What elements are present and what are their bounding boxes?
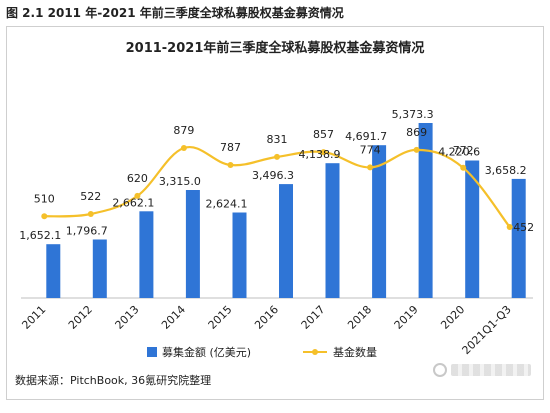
bar-2015 — [232, 212, 247, 298]
bar-2012 — [92, 239, 107, 298]
legend: 募集金额 (亿美元) 基金数量 — [147, 345, 377, 359]
x-tick-label-2019: 2019 — [392, 303, 421, 332]
bar-2018 — [372, 145, 387, 298]
wechat-icon — [433, 363, 447, 377]
bar-2020 — [465, 160, 480, 298]
source-note: 数据来源：PitchBook, 36氪研究院整理 — [15, 373, 211, 387]
bar-label-2012: 1,796.7 — [66, 225, 108, 238]
x-tick-label-2021Q1-Q3: 2021Q1-Q3 — [460, 303, 514, 357]
figure-caption: 图 2.1 2011 年-2021 年前三季度全球私募股权基金募资情况 — [6, 6, 344, 20]
chart-title: 2011-2021年前三季度全球私募股权基金募资情况 — [126, 40, 425, 56]
line-point-2020 — [460, 164, 467, 171]
legend-swatch-count-marker — [312, 349, 318, 355]
x-tick-label-2020: 2020 — [438, 303, 467, 332]
bar-2013 — [139, 211, 154, 298]
x-tick-label-2016: 2016 — [252, 303, 281, 332]
x-tick-label-2014: 2014 — [159, 303, 188, 332]
line-label-2019: 869 — [406, 126, 427, 139]
bar-label-2013: 2,662.1 — [112, 196, 154, 209]
x-tick-label-2011: 2011 — [19, 303, 48, 332]
line-point-2016 — [274, 153, 280, 160]
bar-label-2011: 1,652.1 — [19, 229, 61, 242]
line-point-2021Q1-Q3 — [506, 224, 513, 230]
line-label-2018: 774 — [360, 143, 381, 156]
line-point-2013 — [134, 192, 141, 199]
bar-label-2014: 3,315.0 — [159, 175, 201, 188]
bar-label-2020: 4,220.6 — [438, 146, 480, 159]
line-label-2015: 787 — [220, 141, 241, 154]
line-point-2014 — [180, 145, 187, 151]
line-label-2021Q1-Q3: 452 — [513, 221, 534, 234]
bar-2016 — [279, 184, 293, 298]
x-tick-label-2015: 2015 — [206, 303, 235, 332]
x-tick-label-2017: 2017 — [299, 303, 328, 332]
chart: 2011-2021年前三季度全球私募股权基金募资情况 1,652.1 1,796.… — [15, 40, 534, 387]
line-label-2011: 510 — [34, 192, 55, 205]
line-label-2017: 857 — [313, 128, 334, 141]
line-point-2018 — [367, 164, 374, 171]
legend-label-amount: 募集金额 (亿美元) — [162, 345, 251, 359]
bar-2019 — [418, 123, 433, 298]
line-label-2012: 522 — [80, 190, 101, 203]
x-tick-label-2018: 2018 — [345, 303, 374, 332]
legend-label-count: 基金数量 — [333, 345, 377, 359]
line-point-2017 — [320, 149, 327, 156]
bar-2014 — [185, 190, 200, 298]
bar-label-2015: 2,624.1 — [206, 198, 248, 211]
bar-label-2018: 4,691.7 — [345, 130, 387, 143]
bar-label-2017: 4,138.9 — [299, 148, 341, 161]
chart-frame: 2011-2021年前三季度全球私募股权基金募资情况 1,652.1 1,796.… — [6, 26, 544, 400]
legend-swatch-amount — [147, 347, 157, 357]
watermark-blur — [451, 364, 531, 376]
line-label-2014: 879 — [173, 124, 194, 137]
x-tick-label-2013: 2013 — [113, 303, 142, 332]
bar-label-2016: 3,496.3 — [252, 169, 294, 182]
line-label-2016: 831 — [267, 133, 288, 146]
bar-label-2021Q1-Q3: 3,658.2 — [485, 164, 527, 177]
bar-2017 — [325, 163, 340, 298]
line-point-2015 — [227, 162, 234, 168]
x-tick-label-2012: 2012 — [66, 303, 95, 332]
line-label-2013: 620 — [127, 172, 148, 185]
line-label-2020: 772 — [453, 144, 474, 157]
line-point-2012 — [87, 211, 94, 217]
bar-label-2019: 5,373.3 — [392, 108, 434, 121]
watermark — [433, 359, 531, 381]
bar-2021Q1-Q3 — [511, 178, 526, 298]
bar-2011 — [46, 244, 61, 298]
line-point-2011 — [41, 213, 48, 220]
line-point-2019 — [413, 146, 420, 153]
